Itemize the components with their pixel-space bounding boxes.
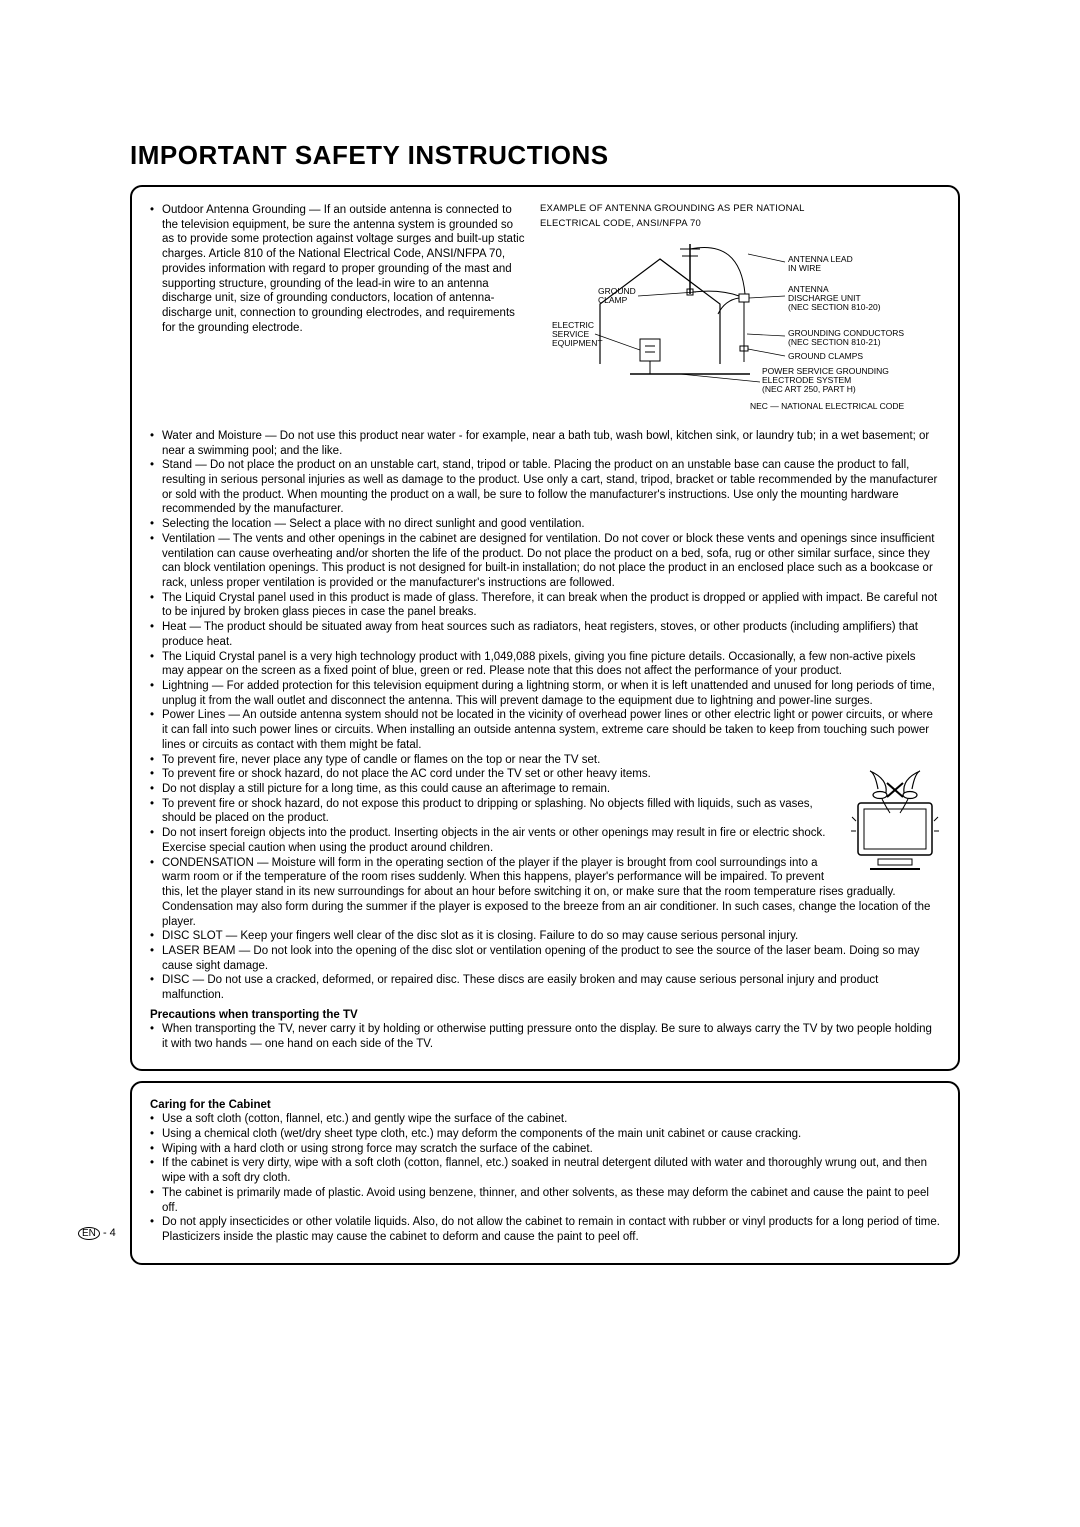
svg-text:(NEC SECTION 810-20): (NEC SECTION 810-20) (788, 302, 881, 312)
bullet-item: CONDENSATION — Moisture will form in the… (150, 856, 940, 930)
bullet-item: Do not display a still picture for a lon… (150, 782, 940, 797)
bullet-item: To prevent fire or shock hazard, do not … (150, 767, 940, 782)
page-num-text: - 4 (100, 1227, 116, 1239)
antenna-bullet-list: Outdoor Antenna Grounding — If an outsid… (150, 203, 528, 335)
bullet-item: Power Lines — An outside antenna system … (150, 708, 940, 752)
bullet-item: The Liquid Crystal panel used in this pr… (150, 591, 940, 620)
svg-text:GROUND CLAMPS: GROUND CLAMPS (788, 351, 863, 361)
bullet-item: LASER BEAM — Do not look into the openin… (150, 944, 940, 973)
diagram-title-1: EXAMPLE OF ANTENNA GROUNDING AS PER NATI… (540, 203, 940, 214)
bullet-item: Do not apply insecticides or other volat… (150, 1215, 940, 1244)
bullet-item: DISC — Do not use a cracked, deformed, o… (150, 973, 940, 1002)
bullet-item: When transporting the TV, never carry it… (150, 1022, 940, 1051)
main-bullet-list: Water and Moisture — Do not use this pro… (150, 429, 940, 1003)
grounding-diagram-svg: ANTENNA LEAD IN WIRE GROUND CLAMP ANTENN… (540, 234, 940, 414)
transport-bullet-list: When transporting the TV, never carry it… (150, 1022, 940, 1051)
page-lang-badge: EN (78, 1227, 100, 1240)
bullet-item: Do not insert foreign objects into the p… (150, 826, 940, 855)
bullet-item: Ventilation — The vents and other openin… (150, 532, 940, 591)
safety-box-1: Outdoor Antenna Grounding — If an outsid… (130, 185, 960, 1071)
page-number: EN - 4 (78, 1227, 116, 1239)
safety-box-2: Caring for the Cabinet Use a soft cloth … (130, 1081, 960, 1264)
antenna-diagram: EXAMPLE OF ANTENNA GROUNDING AS PER NATI… (540, 203, 940, 419)
bullet-item: Selecting the location — Select a place … (150, 517, 940, 532)
svg-text:(NEC SECTION 810-21): (NEC SECTION 810-21) (788, 337, 881, 347)
svg-text:CLAMP: CLAMP (598, 295, 628, 305)
caring-bullet-list: Use a soft cloth (cotton, flannel, etc.)… (150, 1112, 940, 1244)
bullet-item: Lightning — For added protection for thi… (150, 679, 940, 708)
svg-text:EQUIPMENT: EQUIPMENT (552, 338, 603, 348)
bullet-antenna: Outdoor Antenna Grounding — If an outsid… (150, 203, 528, 335)
diagram-title-2: ELECTRICAL CODE, ANSI/NFPA 70 (540, 218, 940, 229)
bullet-item: If the cabinet is very dirty, wipe with … (150, 1156, 940, 1185)
bullet-item: To prevent fire, never place any type of… (150, 753, 940, 768)
caring-heading: Caring for the Cabinet (150, 1099, 940, 1111)
bullet-item: The Liquid Crystal panel is a very high … (150, 650, 940, 679)
bullet-item: To prevent fire or shock hazard, do not … (150, 797, 940, 826)
bullet-item: Stand — Do not place the product on an u… (150, 458, 940, 517)
svg-text:IN WIRE: IN WIRE (788, 263, 821, 273)
bullet-item: Using a chemical cloth (wet/dry sheet ty… (150, 1127, 940, 1142)
bullet-item: Water and Moisture — Do not use this pro… (150, 429, 940, 458)
bullet-item: Use a soft cloth (cotton, flannel, etc.)… (150, 1112, 940, 1127)
transport-heading: Precautions when transporting the TV (150, 1009, 940, 1021)
svg-text:NEC — NATIONAL ELECTRICAL CODE: NEC — NATIONAL ELECTRICAL CODE (750, 401, 904, 411)
bullet-item: Heat — The product should be situated aw… (150, 620, 940, 649)
bullet-item: The cabinet is primarily made of plastic… (150, 1186, 940, 1215)
svg-text:(NEC ART 250, PART H): (NEC ART 250, PART H) (762, 384, 856, 394)
bullet-item: Wiping with a hard cloth or using strong… (150, 1142, 940, 1157)
bullet-item: DISC SLOT — Keep your fingers well clear… (150, 929, 940, 944)
page-title: IMPORTANT SAFETY INSTRUCTIONS (130, 140, 960, 171)
